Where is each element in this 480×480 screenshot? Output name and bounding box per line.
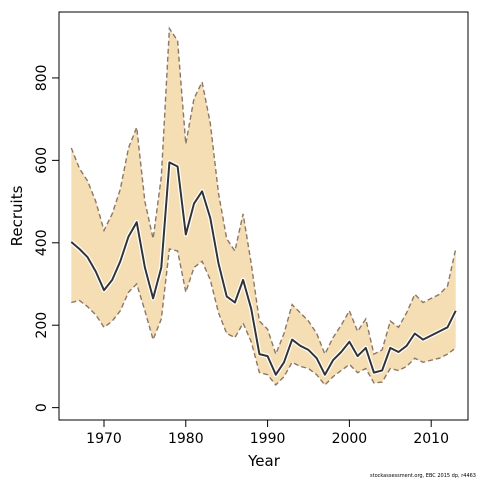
confidence-band <box>70 26 457 387</box>
x-axis-title: Year <box>247 452 281 470</box>
x-tick-label: 2000 <box>332 431 368 447</box>
upper-bound-line <box>70 26 457 357</box>
lower-bound-line <box>71 248 457 387</box>
x-tick-label: 1970 <box>86 431 122 447</box>
plot-frame <box>58 11 469 421</box>
y-axis: 0 200 400 600 800 <box>34 65 59 412</box>
y-axis-title: Recruits <box>8 185 26 246</box>
x-tick-label: 1990 <box>250 431 286 447</box>
estimate-series <box>69 160 458 377</box>
y-tick-label: 400 <box>34 229 50 256</box>
y-tick-label: 600 <box>34 147 50 174</box>
band-area <box>71 28 456 385</box>
x-axis: 1970 1980 1990 2000 2010 <box>86 420 449 447</box>
y-tick-label: 200 <box>34 312 50 339</box>
credit-text: stockassessment.org, EBC 2015 dp, r4463 <box>370 473 476 479</box>
x-tick-label: 2010 <box>413 431 449 447</box>
estimate-line <box>70 161 457 376</box>
x-tick-label: 1980 <box>168 431 204 447</box>
y-tick-label: 800 <box>34 65 50 92</box>
y-tick-label: 0 <box>34 403 50 412</box>
